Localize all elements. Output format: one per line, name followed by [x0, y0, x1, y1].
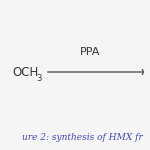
Text: OCH: OCH	[12, 66, 38, 78]
Text: PPA: PPA	[80, 47, 100, 57]
Text: ure 2: synthesis of HMX fr: ure 2: synthesis of HMX fr	[22, 134, 143, 142]
Text: 3: 3	[37, 74, 42, 83]
